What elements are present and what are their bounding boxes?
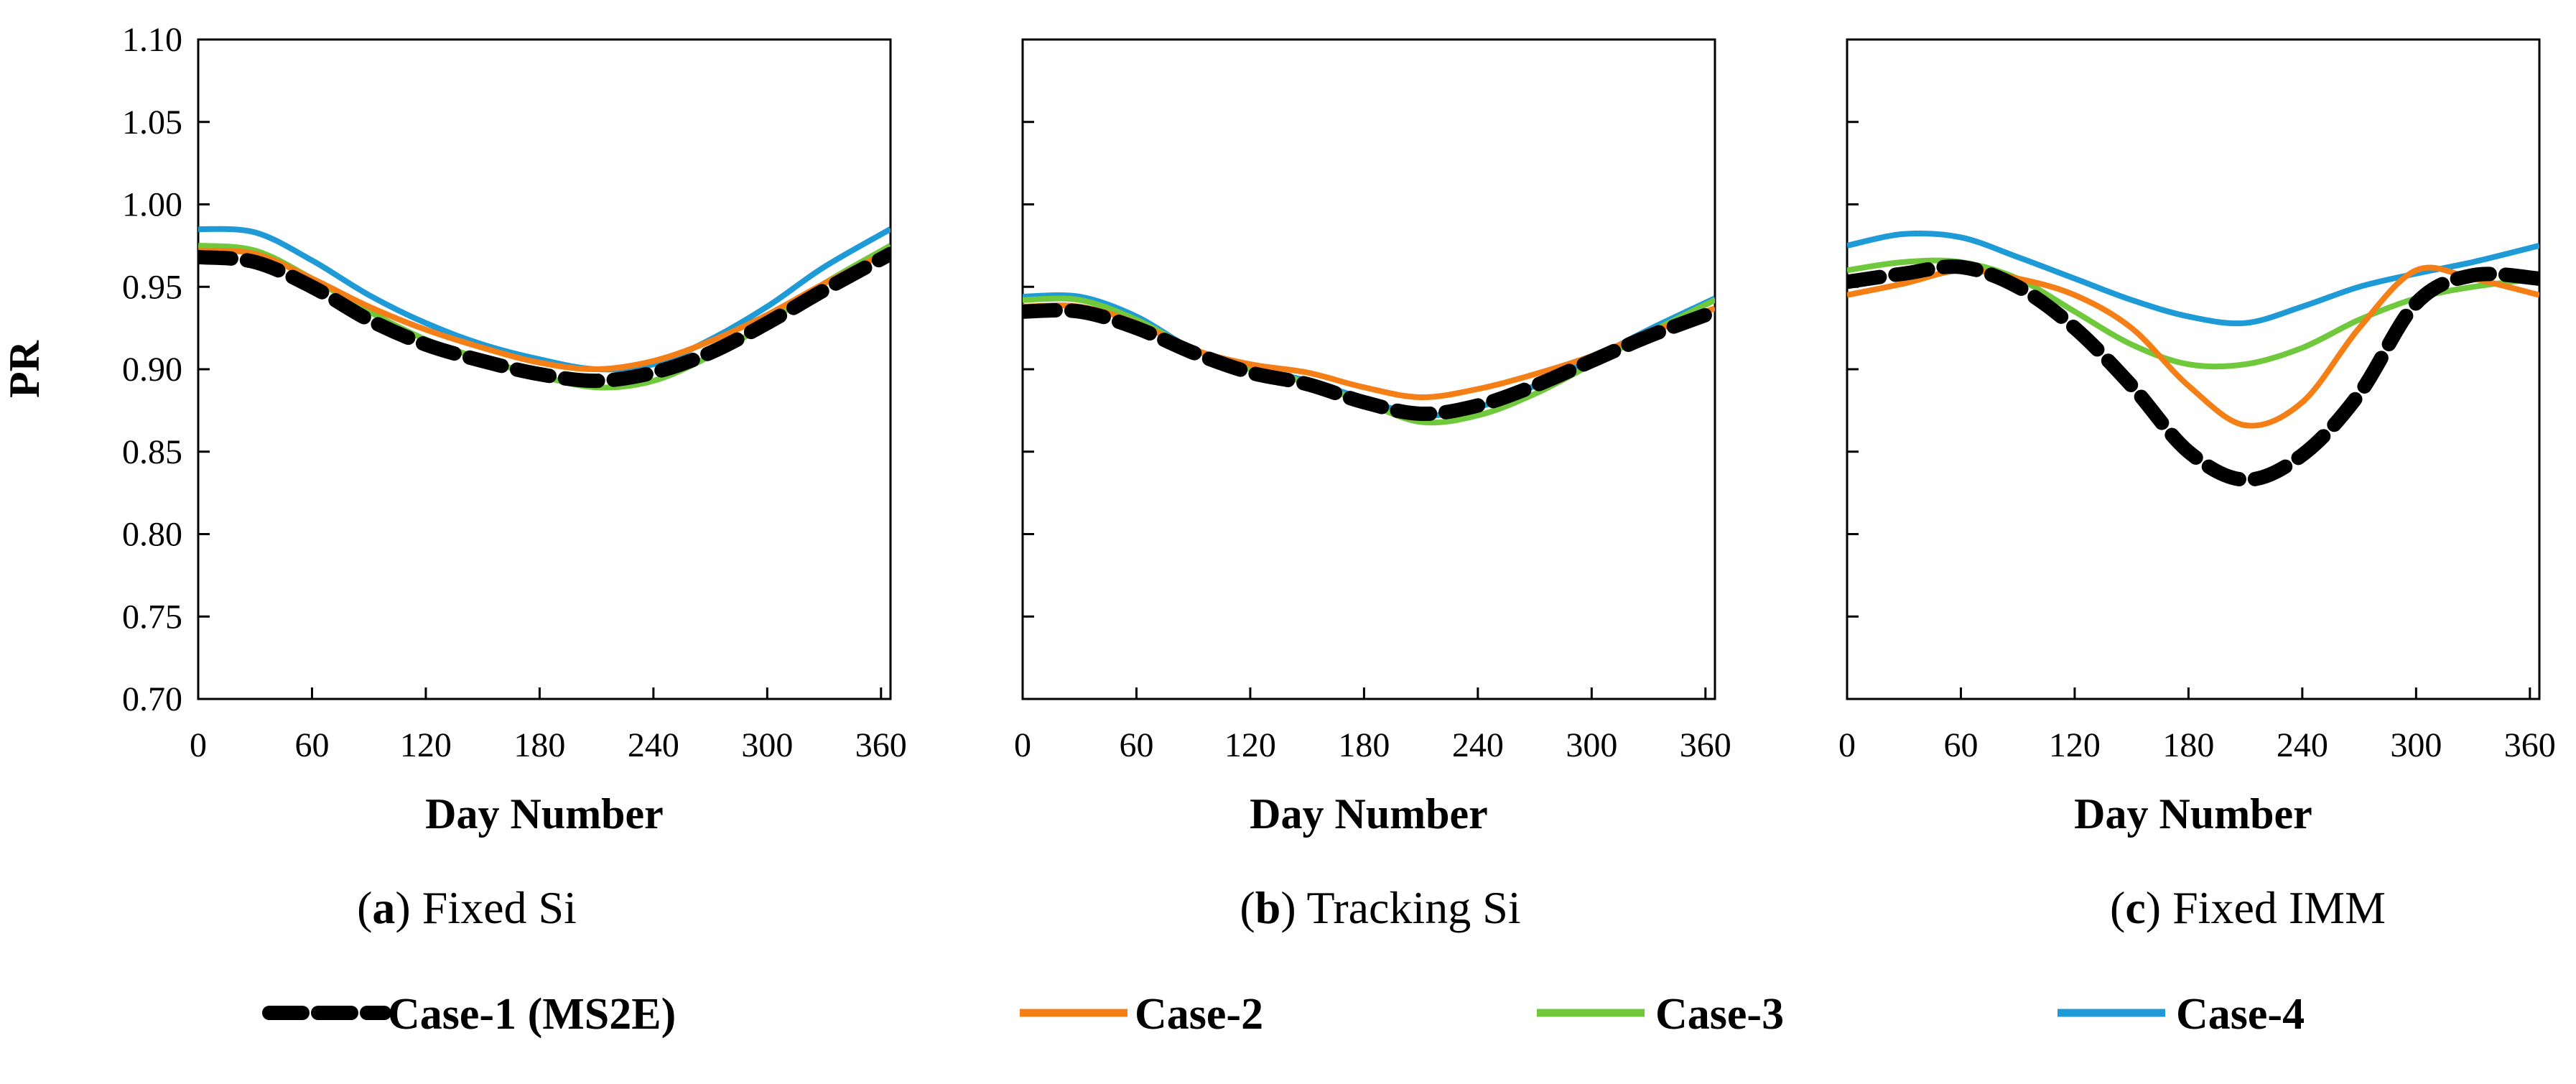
series-line-case-1-b	[1023, 302, 1715, 422]
x-tick-label-c: 180	[2162, 726, 2214, 764]
series-line-case-3-c	[1847, 257, 2539, 370]
x-tick-label-c: 300	[2390, 726, 2442, 764]
x-tick-label-b: 360	[1680, 726, 1731, 764]
x-tick-label-a: 240	[628, 726, 679, 764]
x-tick-label-b: 0	[1014, 726, 1031, 764]
x-axis-title-a: Day Number	[425, 790, 664, 838]
series-group-a	[198, 226, 891, 391]
series-line-case-1-c	[1847, 259, 2539, 487]
x-tick-label-c: 360	[2504, 726, 2556, 764]
caption-b-text: Tracking Si	[1306, 882, 1520, 933]
x-tick-label-c: 120	[2049, 726, 2101, 764]
x-tick-label-b: 180	[1338, 726, 1390, 764]
y-tick-label-a: 0.70	[122, 680, 182, 718]
caption-c: (c) Fixed IMM	[2110, 882, 2386, 933]
y-tick-label-a: 0.80	[122, 516, 182, 554]
caption-c-label: c	[2125, 882, 2145, 933]
y-tick-label-a: 1.00	[122, 186, 182, 224]
y-tick-label-a: 0.85	[122, 433, 182, 471]
chart-panels: 0.70 0.75 0.80 0.85 0.90 0.95 1.00 1.05 1.10 0 60 1…	[1, 21, 2556, 838]
x-tick-label-c: 0	[1838, 726, 1856, 764]
legend-label-case-2: Case-2	[1135, 990, 1263, 1039]
plot-frame-c	[1846, 38, 2541, 700]
x-tick-label-a: 360	[855, 726, 907, 764]
x-tick-label-b: 120	[1224, 726, 1276, 764]
series-line-case-4-a	[198, 226, 891, 373]
caption-b: (b) Tracking Si	[1240, 882, 1520, 933]
series-line-case-4-c	[1847, 230, 2539, 327]
x-tick-label-c: 60	[1943, 726, 1978, 764]
x-axis-title-b: Day Number	[1250, 790, 1488, 838]
x-tick-label-b: 60	[1119, 726, 1153, 764]
y-tick-label-a: 1.05	[122, 103, 182, 142]
caption-a-text: Fixed Si	[422, 882, 577, 933]
x-tick-label-a: 0	[190, 726, 207, 764]
x-tick-label-a: 180	[513, 726, 565, 764]
caption-a-label: a	[372, 882, 395, 933]
y-tick-label-a: 0.95	[122, 268, 182, 306]
x-tick-label-a: 120	[400, 726, 452, 764]
x-tick-label-c: 240	[2277, 726, 2328, 764]
plot-frame-b	[1021, 38, 1716, 700]
series-group-b	[1023, 292, 1715, 426]
caption-b-label: b	[1255, 882, 1281, 933]
legend-label-case-1: Case-1 (MS2E)	[388, 990, 676, 1039]
x-tick-label-a: 300	[741, 726, 793, 764]
caption-c-text: Fixed IMM	[2172, 882, 2386, 933]
y-tick-label-a: 0.90	[122, 351, 182, 389]
x-tick-label-a: 60	[294, 726, 329, 764]
x-tick-label-b: 240	[1452, 726, 1504, 764]
panel-c: 0 60 120 180 240 300 360 Day Number	[1838, 38, 2556, 838]
legend-label-case-4: Case-4	[2176, 990, 2305, 1039]
y-axis-title-a: PR	[1, 340, 48, 398]
series-line-case-1-a	[198, 246, 891, 389]
series-group-c	[1847, 230, 2539, 487]
caption-a: (a) Fixed Si	[357, 882, 577, 933]
x-axis-title-c: Day Number	[2074, 790, 2312, 838]
x-tick-label-b: 300	[1566, 726, 1617, 764]
legend: Case-1 (MS2E) Case-2 Case-3 Case-4	[262, 990, 2305, 1039]
y-tick-label-a: 0.75	[122, 598, 182, 636]
panel-a: 0.70 0.75 0.80 0.85 0.90 0.95 1.00 1.05 1.10 0 60 1…	[1, 21, 907, 838]
y-tick-label-a: 1.10	[122, 21, 182, 59]
panel-captions: (a) Fixed Si (b) Tracking Si (c) Fixed I…	[357, 882, 2386, 933]
legend-label-case-3: Case-3	[1655, 990, 1784, 1039]
panel-b: 0 60 120 180 240 300 360 Day Number	[1014, 38, 1731, 838]
